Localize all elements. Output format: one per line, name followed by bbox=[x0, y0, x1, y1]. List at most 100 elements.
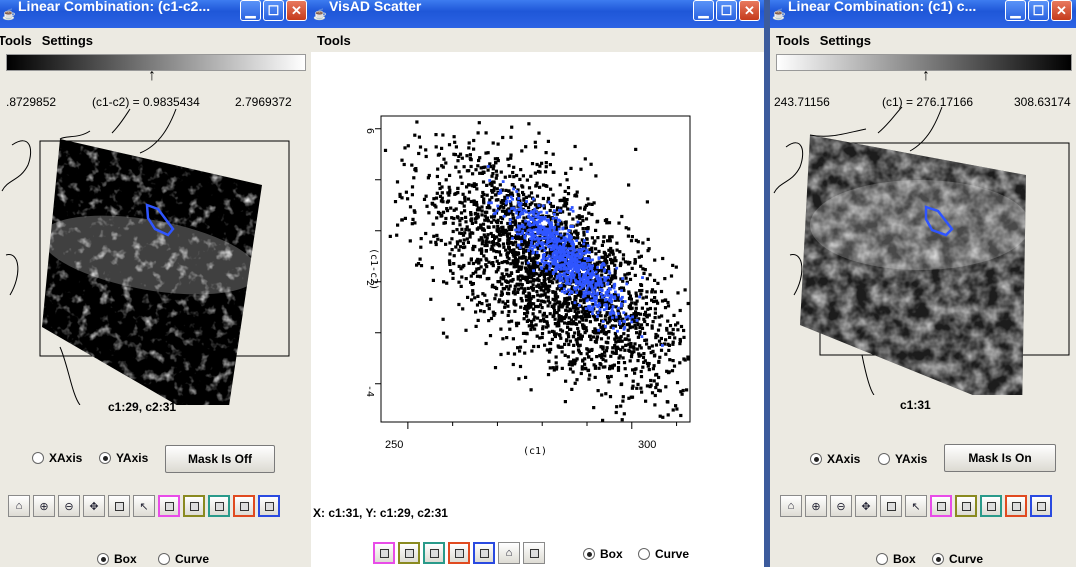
scatter-point bbox=[514, 221, 518, 225]
menu-tools[interactable]: Tools bbox=[776, 32, 810, 48]
maximize-button[interactable]: ☐ bbox=[716, 0, 737, 21]
scatter-point bbox=[652, 354, 657, 358]
scatter-point bbox=[461, 233, 466, 237]
mask-color-teal-button[interactable] bbox=[423, 542, 445, 564]
colorbar[interactable] bbox=[776, 54, 1072, 71]
zoom-out-button[interactable]: ⊖ bbox=[830, 495, 852, 517]
scatter-point bbox=[627, 338, 631, 342]
scatter-point bbox=[466, 240, 470, 244]
minimize-button[interactable]: ▁ bbox=[240, 0, 261, 21]
mask-color-blue-button[interactable] bbox=[473, 542, 495, 564]
scatter-point bbox=[686, 301, 690, 306]
box-radio[interactable]: Box bbox=[97, 552, 137, 566]
mask-color-pink-button[interactable] bbox=[930, 495, 952, 517]
scatter-point bbox=[570, 256, 574, 260]
scatter-plot[interactable]: 250 300 (c1) 6 2 -4 (c1-c2) bbox=[311, 52, 764, 472]
box-radio[interactable]: Box bbox=[583, 547, 623, 561]
scatter-point bbox=[467, 261, 471, 265]
menu-settings[interactable]: Settings bbox=[41, 32, 93, 48]
pointer-button[interactable]: ↖ bbox=[133, 495, 155, 517]
scatter-point bbox=[642, 271, 646, 275]
scatter-point bbox=[634, 294, 639, 298]
pan-button[interactable]: ✥ bbox=[855, 495, 877, 517]
pan-button[interactable]: ✥ bbox=[83, 495, 105, 517]
minimize-button[interactable]: ▁ bbox=[693, 0, 714, 21]
mask-color-red-button[interactable] bbox=[233, 495, 255, 517]
scatter-point bbox=[459, 211, 464, 215]
home-button[interactable]: ⌂ bbox=[8, 495, 30, 517]
mask-color-olive-button[interactable] bbox=[955, 495, 977, 517]
right-map-display[interactable] bbox=[770, 105, 1076, 395]
menu-tools[interactable]: Tools bbox=[317, 32, 351, 48]
scatter-point bbox=[594, 284, 598, 287]
mask-color-pink-button[interactable] bbox=[373, 542, 395, 564]
colorbar-pointer-icon[interactable]: ↑ bbox=[148, 67, 156, 84]
left-titlebar[interactable]: ☕ Linear Combination: (c1-c2... ▁ ☐ ✕ bbox=[0, 0, 311, 28]
close-button[interactable]: ✕ bbox=[1051, 0, 1072, 21]
scatter-point bbox=[611, 364, 615, 368]
scatter-point bbox=[522, 197, 526, 201]
menu-tools[interactable]: Tools bbox=[0, 32, 32, 48]
scatter-point bbox=[580, 238, 584, 242]
home-button[interactable]: ⌂ bbox=[780, 495, 802, 517]
scatter-point bbox=[532, 318, 536, 322]
right-titlebar[interactable]: ☕ Linear Combination: (c1) c... ▁ ☐ ✕ bbox=[770, 0, 1076, 28]
select-button[interactable] bbox=[880, 495, 902, 517]
maximize-button[interactable]: ☐ bbox=[263, 0, 284, 21]
maximize-button[interactable]: ☐ bbox=[1028, 0, 1049, 21]
range-min: 243.71156 bbox=[774, 95, 830, 109]
mask-color-pink-button[interactable] bbox=[158, 495, 180, 517]
scatter-point bbox=[492, 313, 496, 317]
scatter-point bbox=[553, 309, 557, 313]
mask-color-red-button[interactable] bbox=[448, 542, 470, 564]
square-icon bbox=[429, 548, 439, 558]
xaxis-radio[interactable]: XAxis bbox=[32, 451, 82, 465]
left-map-display[interactable] bbox=[0, 105, 311, 405]
reset-button[interactable] bbox=[523, 542, 545, 564]
scatter-point bbox=[477, 238, 481, 242]
mask-color-olive-button[interactable] bbox=[398, 542, 420, 564]
scatter-window: ☕ VisAD Scatter ▁ ☐ ✕ Tools 250 300 (c1)… bbox=[311, 0, 764, 567]
yaxis-radio[interactable]: YAxis bbox=[99, 451, 148, 465]
scatter-point bbox=[593, 239, 597, 243]
close-button[interactable]: ✕ bbox=[286, 0, 307, 21]
scatter-titlebar[interactable]: ☕ VisAD Scatter ▁ ☐ ✕ bbox=[311, 0, 764, 28]
mask-color-blue-button[interactable] bbox=[258, 495, 280, 517]
close-button[interactable]: ✕ bbox=[739, 0, 760, 21]
scatter-point bbox=[525, 259, 529, 263]
zoom-out-button[interactable]: ⊖ bbox=[58, 495, 80, 517]
xaxis-radio[interactable]: XAxis bbox=[810, 452, 860, 466]
mask-toggle-button[interactable]: Mask Is Off bbox=[165, 445, 275, 473]
yaxis-radio[interactable]: YAxis bbox=[878, 452, 927, 466]
scatter-point bbox=[636, 322, 640, 326]
scatter-point bbox=[554, 249, 558, 253]
minimize-button[interactable]: ▁ bbox=[1005, 0, 1026, 21]
scatter-point bbox=[457, 248, 461, 252]
scatter-point bbox=[512, 248, 516, 252]
curve-radio[interactable]: Curve bbox=[932, 552, 983, 566]
mask-toggle-button[interactable]: Mask Is On bbox=[944, 444, 1056, 472]
scatter-point bbox=[509, 195, 513, 199]
menu-settings[interactable]: Settings bbox=[819, 32, 871, 48]
box-radio[interactable]: Box bbox=[876, 552, 916, 566]
mask-color-red-button[interactable] bbox=[1005, 495, 1027, 517]
scatter-point bbox=[564, 240, 567, 244]
mask-color-teal-button[interactable] bbox=[980, 495, 1002, 517]
zoom-in-button[interactable]: ⊕ bbox=[805, 495, 827, 517]
zoom-in-button[interactable]: ⊕ bbox=[33, 495, 55, 517]
scatter-point bbox=[525, 200, 528, 203]
scatter-point bbox=[559, 220, 563, 224]
select-button[interactable] bbox=[108, 495, 130, 517]
home-button[interactable]: ⌂ bbox=[498, 542, 520, 564]
scatter-point bbox=[527, 122, 531, 126]
curve-radio[interactable]: Curve bbox=[638, 547, 689, 561]
scatter-point bbox=[617, 361, 621, 365]
colorbar[interactable] bbox=[6, 54, 306, 71]
curve-radio[interactable]: Curve bbox=[158, 552, 209, 566]
scatter-point bbox=[625, 317, 629, 321]
pointer-button[interactable]: ↖ bbox=[905, 495, 927, 517]
mask-color-teal-button[interactable] bbox=[208, 495, 230, 517]
mask-color-blue-button[interactable] bbox=[1030, 495, 1052, 517]
colorbar-pointer-icon[interactable]: ↑ bbox=[922, 67, 930, 84]
mask-color-olive-button[interactable] bbox=[183, 495, 205, 517]
